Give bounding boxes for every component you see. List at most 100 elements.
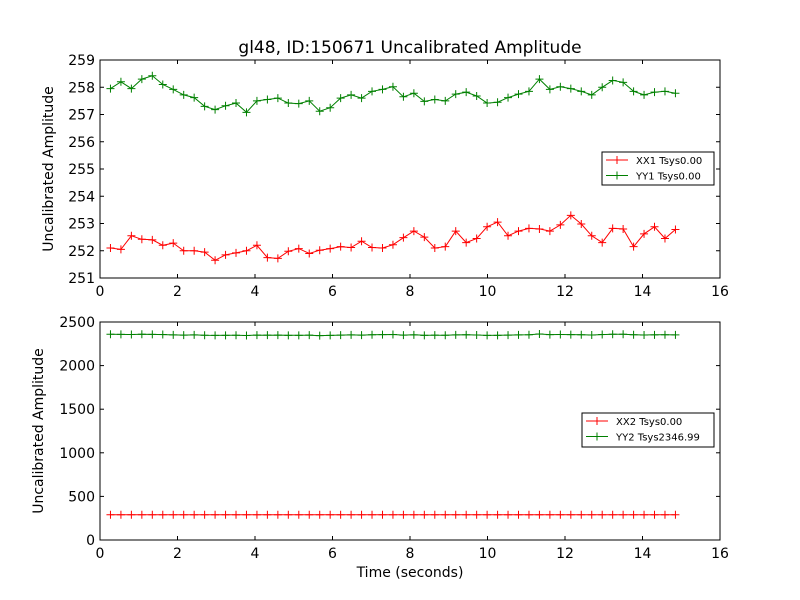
top-subplot: gl48, ID:150671 Uncalibrated Amplitude 0… <box>41 38 729 300</box>
bottom-data-point <box>577 510 586 519</box>
top-data-point <box>242 246 251 255</box>
top-data-point <box>179 246 188 255</box>
bottom-data-point <box>671 330 680 339</box>
top-data-point <box>556 220 565 229</box>
bottom-data-point <box>399 331 408 340</box>
top-data-point <box>315 107 324 116</box>
top-data-point <box>190 93 199 102</box>
top-data-point <box>273 254 282 263</box>
bottom-data-point <box>420 331 429 340</box>
top-data-point <box>305 96 314 105</box>
bottom-data-point <box>305 331 314 340</box>
bottom-data-point <box>106 510 115 519</box>
top-data-point <box>148 235 157 244</box>
bottom-x-tick-label: 2 <box>173 546 182 562</box>
bottom-data-point <box>263 510 272 519</box>
bottom-data-point <box>211 331 220 340</box>
bottom-data-point <box>598 330 607 339</box>
top-data-point <box>190 246 199 255</box>
bottom-data-point <box>640 510 649 519</box>
top-series-line-2 <box>110 75 676 113</box>
top-data-point <box>587 231 596 240</box>
top-data-point <box>660 234 669 243</box>
top-y-tick-label: 252 <box>68 244 95 260</box>
bottom-data-point <box>116 510 125 519</box>
bottom-data-point <box>650 510 659 519</box>
top-data-point <box>441 96 450 105</box>
top-data-point <box>116 77 125 86</box>
top-legend-label: XX1 Tsys0.00 <box>636 156 702 167</box>
top-data-point <box>263 95 272 104</box>
top-data-point <box>608 224 617 233</box>
top-data-point <box>483 99 492 108</box>
top-data-point <box>483 222 492 231</box>
top-data-point <box>472 91 481 100</box>
top-data-point <box>137 75 146 84</box>
bottom-data-point <box>420 510 429 519</box>
bottom-data-point <box>200 331 209 340</box>
top-data-point <box>504 93 513 102</box>
top-data-point <box>441 242 450 251</box>
bottom-data-point <box>566 510 575 519</box>
bottom-data-point <box>326 331 335 340</box>
top-data-point <box>598 238 607 247</box>
top-data-point <box>472 234 481 243</box>
bottom-data-point <box>587 330 596 339</box>
top-x-tick-label: 12 <box>556 284 574 300</box>
top-data-point <box>388 240 397 249</box>
bottom-data-point <box>221 510 230 519</box>
bottom-y-tick-label: 1000 <box>59 446 95 462</box>
top-data-point <box>504 231 513 240</box>
bottom-data-point <box>368 330 377 339</box>
top-data-point <box>169 85 178 94</box>
top-data-point <box>158 241 167 250</box>
top-data-point <box>650 222 659 231</box>
top-data-point <box>524 224 533 233</box>
bottom-data-point <box>462 510 471 519</box>
bottom-x-tick-label: 14 <box>634 546 652 562</box>
bottom-data-point <box>336 331 345 340</box>
bottom-data-point <box>221 331 230 340</box>
bottom-data-point <box>284 331 293 340</box>
top-data-point <box>357 237 366 246</box>
top-x-tick-label: 16 <box>711 284 729 300</box>
top-data-point <box>545 227 554 236</box>
top-legend-marker <box>613 171 621 180</box>
top-data-point <box>577 220 586 229</box>
top-data-point <box>294 99 303 108</box>
bottom-data-point <box>200 510 209 519</box>
bottom-data-point <box>148 330 157 339</box>
top-data-point <box>566 211 575 220</box>
bottom-data-point <box>273 331 282 340</box>
bottom-y-tick-label: 2000 <box>59 359 95 375</box>
top-series-line-1 <box>110 214 676 261</box>
top-data-point <box>430 244 439 253</box>
top-data-point <box>524 87 533 96</box>
bottom-x-tick-label: 0 <box>96 546 105 562</box>
bottom-data-point <box>472 510 481 519</box>
bottom-data-point <box>347 330 356 339</box>
bottom-data-point <box>190 330 199 339</box>
top-x-tick-label: 0 <box>96 284 105 300</box>
bottom-data-point <box>357 331 366 340</box>
bottom-data-point <box>378 330 387 339</box>
chart-title: gl48, ID:150671 Uncalibrated Amplitude <box>238 38 581 58</box>
top-x-tick-label: 6 <box>328 284 337 300</box>
top-data-point <box>671 225 680 234</box>
bottom-data-point <box>368 510 377 519</box>
top-data-point <box>294 244 303 253</box>
bottom-data-point <box>232 510 241 519</box>
bottom-data-point <box>524 510 533 519</box>
bottom-data-point <box>462 330 471 339</box>
bottom-data-point <box>430 331 439 340</box>
top-data-point <box>671 89 680 98</box>
bottom-data-point <box>326 510 335 519</box>
top-data-point <box>545 85 554 94</box>
bottom-data-point <box>127 510 136 519</box>
bottom-x-tick-label: 4 <box>251 546 260 562</box>
bottom-data-point <box>127 330 136 339</box>
top-data-point <box>116 245 125 254</box>
bottom-data-point <box>483 510 492 519</box>
bottom-data-point <box>137 510 146 519</box>
